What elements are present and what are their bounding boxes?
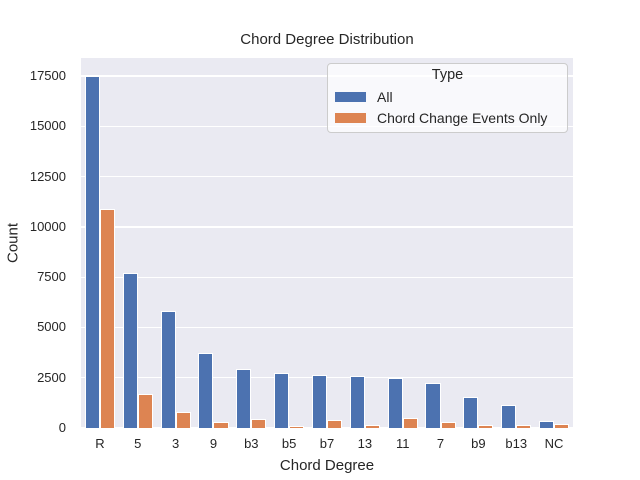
- bar: [84, 76, 100, 428]
- y-tick-label: 17500: [29, 68, 66, 84]
- x-tick-label: 5: [134, 436, 142, 451]
- y-tick-label: 5000: [37, 319, 66, 335]
- bar: [364, 424, 380, 428]
- bar: [198, 353, 214, 428]
- y-tick-label: 10000: [29, 218, 66, 234]
- legend-swatch-chord-change-events-only: [335, 112, 366, 123]
- bar: [289, 426, 305, 428]
- bar: [501, 405, 517, 428]
- x-axis-label: Chord Degree: [279, 457, 375, 474]
- legend-title: Type: [431, 67, 464, 83]
- x-tick-label: 13: [357, 436, 373, 451]
- x-tick-label: b5: [281, 436, 297, 451]
- bar: [478, 424, 494, 428]
- bar: [425, 382, 441, 428]
- legend-label-all: All: [377, 88, 393, 105]
- legend-label-chord-change-events-only: Chord Change Events Only: [377, 109, 548, 126]
- grid-line: [81, 175, 573, 178]
- x-tick-label: NC: [544, 436, 564, 451]
- x-tick-label: 9: [209, 436, 218, 451]
- y-tick-label: 2500: [37, 369, 66, 385]
- bar: [327, 420, 343, 428]
- x-tick-label: b9: [471, 436, 486, 451]
- bar: [213, 421, 229, 428]
- bar: [175, 411, 191, 428]
- bar: [236, 369, 252, 428]
- legend-item-all: All: [328, 86, 567, 107]
- bar: [440, 422, 456, 428]
- bar: [251, 418, 267, 428]
- x-tick-label: 11: [395, 436, 410, 451]
- bar: [516, 424, 532, 428]
- y-tick-label: 0: [58, 420, 66, 435]
- bar: [463, 396, 479, 428]
- x-tick-label: b3: [244, 436, 259, 451]
- chart-title: Chord Degree Distribution: [240, 31, 414, 48]
- legend-swatch-all: [335, 91, 366, 102]
- bar: [387, 378, 403, 428]
- bar: [99, 209, 116, 428]
- bar: [160, 311, 176, 428]
- grid-line: [81, 377, 573, 379]
- x-tick-label: 3: [171, 436, 180, 451]
- x-tick-label: R: [95, 436, 105, 451]
- x-tick-label: b13: [505, 436, 528, 451]
- bar: [554, 423, 570, 428]
- grid-line: [81, 326, 573, 329]
- y-tick-label: 15000: [29, 118, 66, 134]
- bar: [274, 373, 290, 428]
- bar: [137, 393, 153, 428]
- y-tick-label: 12500: [29, 168, 66, 184]
- grid-line: [81, 226, 573, 228]
- bar: [349, 375, 365, 428]
- bar: [402, 418, 418, 428]
- y-tick-label: 7500: [37, 269, 66, 285]
- grid-line: [81, 276, 573, 278]
- bar: [538, 420, 555, 428]
- bar: [122, 273, 138, 428]
- x-tick-label: b7: [319, 436, 335, 451]
- bar: [311, 375, 327, 428]
- x-tick-label: 7: [436, 436, 445, 451]
- legend: Type All Chord Change Events Only: [327, 63, 568, 133]
- legend-item-chord-change-events-only: Chord Change Events Only: [328, 107, 567, 128]
